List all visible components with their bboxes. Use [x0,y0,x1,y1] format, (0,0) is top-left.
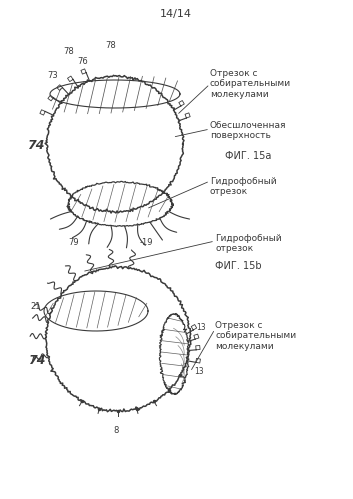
Text: -19: -19 [140,238,154,247]
Text: 21: 21 [30,302,41,311]
Text: 13: 13 [194,367,204,376]
Text: 79: 79 [68,238,79,247]
Text: Отрезок с
собирательными
молекулами: Отрезок с собирательными молекулами [210,69,291,99]
Text: 78: 78 [105,41,116,50]
Text: ФИГ. 15а: ФИГ. 15а [225,151,271,161]
Text: 74: 74 [28,354,46,367]
Text: 78: 78 [63,47,74,56]
Text: Обесшлоченная
поверхность: Обесшлоченная поверхность [210,121,287,140]
Text: 8: 8 [113,426,118,435]
Text: 14/14: 14/14 [160,9,192,19]
Text: 13: 13 [196,323,206,332]
Text: Отрезок с
собирательными
молекулами: Отрезок с собирательными молекулами [215,321,296,351]
Text: ФИГ. 15b: ФИГ. 15b [215,261,262,271]
Text: Гидрофобный
отрезок: Гидрофобный отрезок [215,234,282,253]
Text: 74: 74 [27,139,44,152]
Text: 73: 73 [47,71,58,80]
Text: 76: 76 [77,57,88,66]
Text: Гидрофобный
отрезок: Гидрофобный отрезок [210,177,277,197]
